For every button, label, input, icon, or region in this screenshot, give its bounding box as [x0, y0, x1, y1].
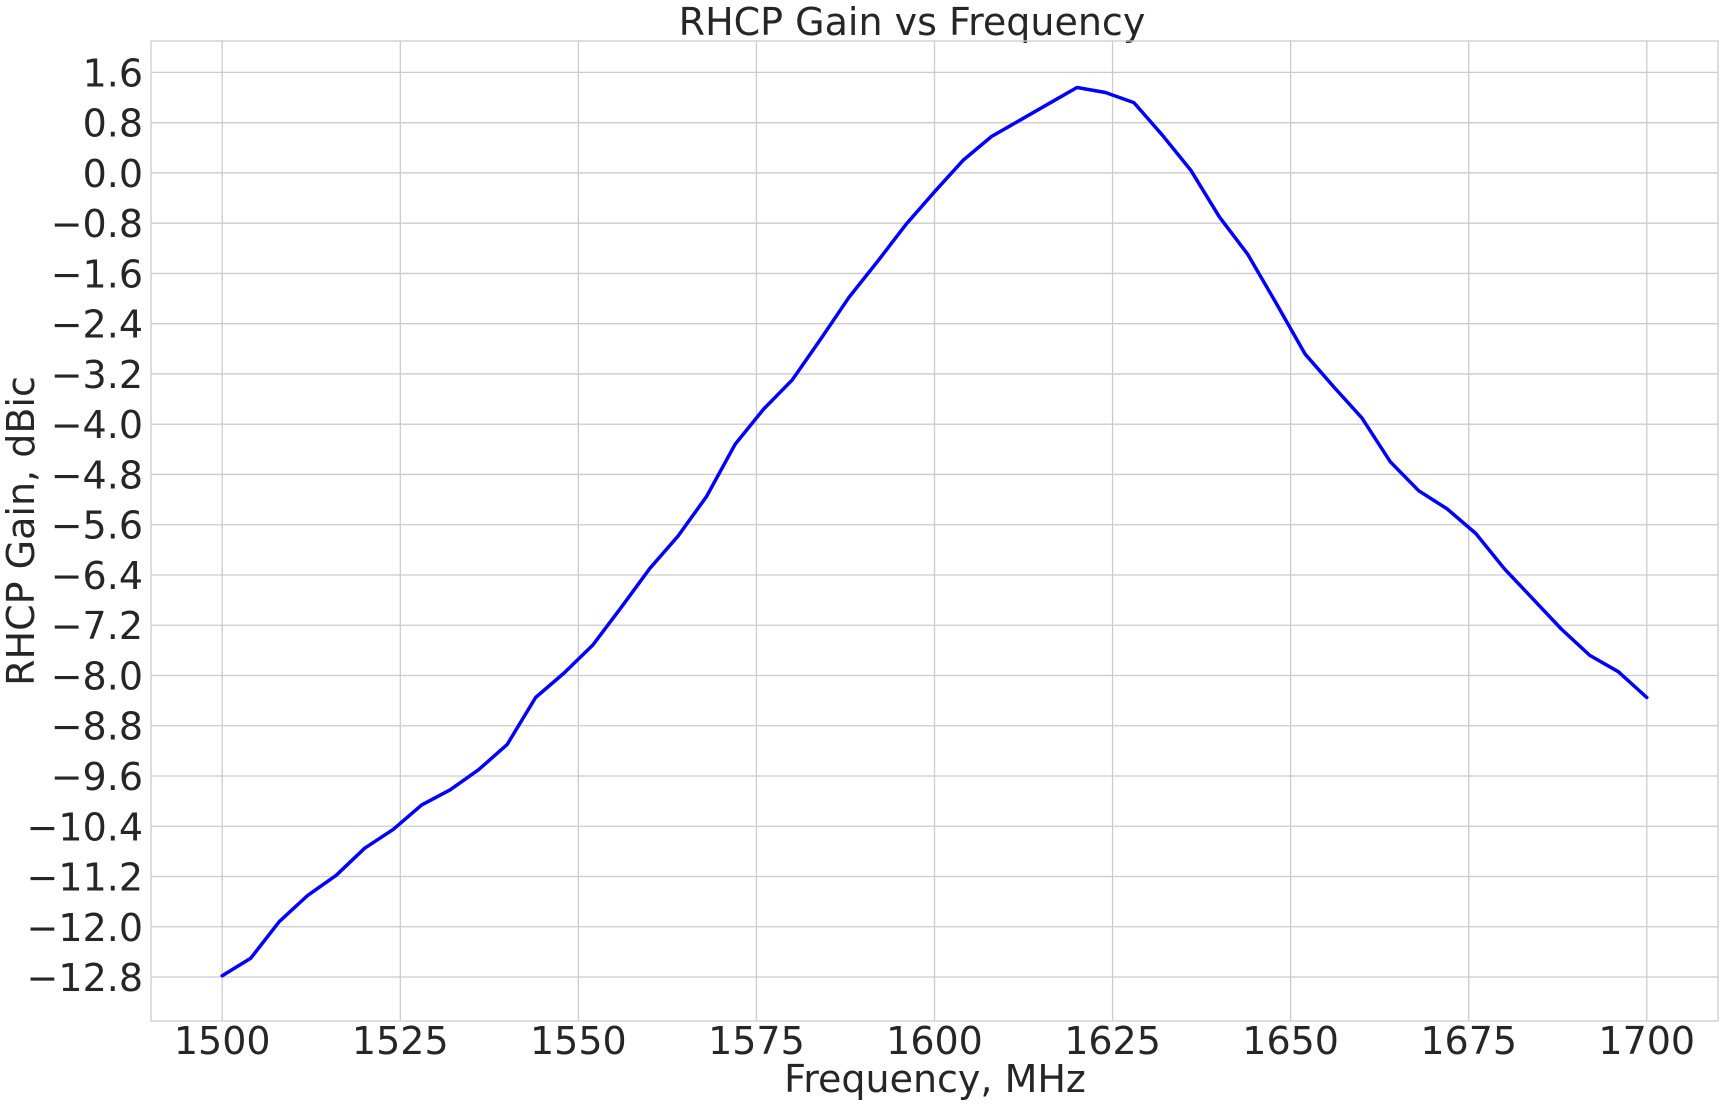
- x-tick-label: 1525: [352, 1019, 449, 1063]
- series-line-0: [220, 85, 1649, 978]
- plot-area-frame: [150, 40, 1719, 1022]
- x-tick-label: 1575: [708, 1019, 805, 1063]
- x-axis-label: Frequency, MHz: [784, 1057, 1086, 1101]
- y-tick-label: −9.6: [51, 755, 143, 799]
- grid: [151, 41, 1718, 1021]
- y-tick-label: 0.8: [83, 102, 143, 146]
- x-tick-label: 1625: [1064, 1019, 1161, 1063]
- y-tick-label: 0.0: [83, 152, 143, 196]
- y-tick-label: −8.0: [51, 654, 143, 698]
- x-tick-label: 1600: [886, 1019, 983, 1063]
- y-tick-label: −0.8: [51, 202, 143, 246]
- y-tick-label: −4.8: [51, 453, 143, 497]
- y-tick-label: −1.6: [51, 252, 143, 296]
- x-tick-label: 1700: [1598, 1019, 1695, 1063]
- y-tick-label: −3.2: [51, 353, 143, 397]
- series-layer: [220, 85, 1649, 978]
- y-tick-label: −5.6: [51, 504, 143, 548]
- x-axis-ticks: 1500 1525 1550 1575 1600 1625 1650 1675 1700: [174, 1019, 1695, 1063]
- y-tick-label: −2.4: [51, 303, 143, 347]
- y-tick-label: −6.4: [51, 554, 143, 598]
- y-tick-label: −10.4: [27, 805, 143, 849]
- y-tick-label: −12.8: [27, 956, 143, 1000]
- y-axis-label: RHCP Gain, dBic: [0, 376, 43, 686]
- x-tick-label: 1675: [1420, 1019, 1517, 1063]
- x-tick-label: 1550: [530, 1019, 627, 1063]
- y-axis-ticks: 1.6 0.8 0.0 −0.8 −1.6 −2.4 −3.2 −4.0 −4.8 −5.6 −6.…: [27, 51, 143, 1000]
- y-tick-label: −11.2: [27, 856, 143, 900]
- y-tick-label: 1.6: [83, 51, 143, 95]
- y-tick-label: −8.8: [51, 705, 143, 749]
- x-tick-label: 1500: [174, 1019, 271, 1063]
- y-tick-label: −12.0: [27, 906, 143, 950]
- y-tick-label: −7.2: [51, 604, 143, 648]
- x-tick-label: 1650: [1242, 1019, 1339, 1063]
- y-tick-label: −4.0: [51, 403, 143, 447]
- chart-title: RHCP Gain vs Frequency: [679, 0, 1146, 44]
